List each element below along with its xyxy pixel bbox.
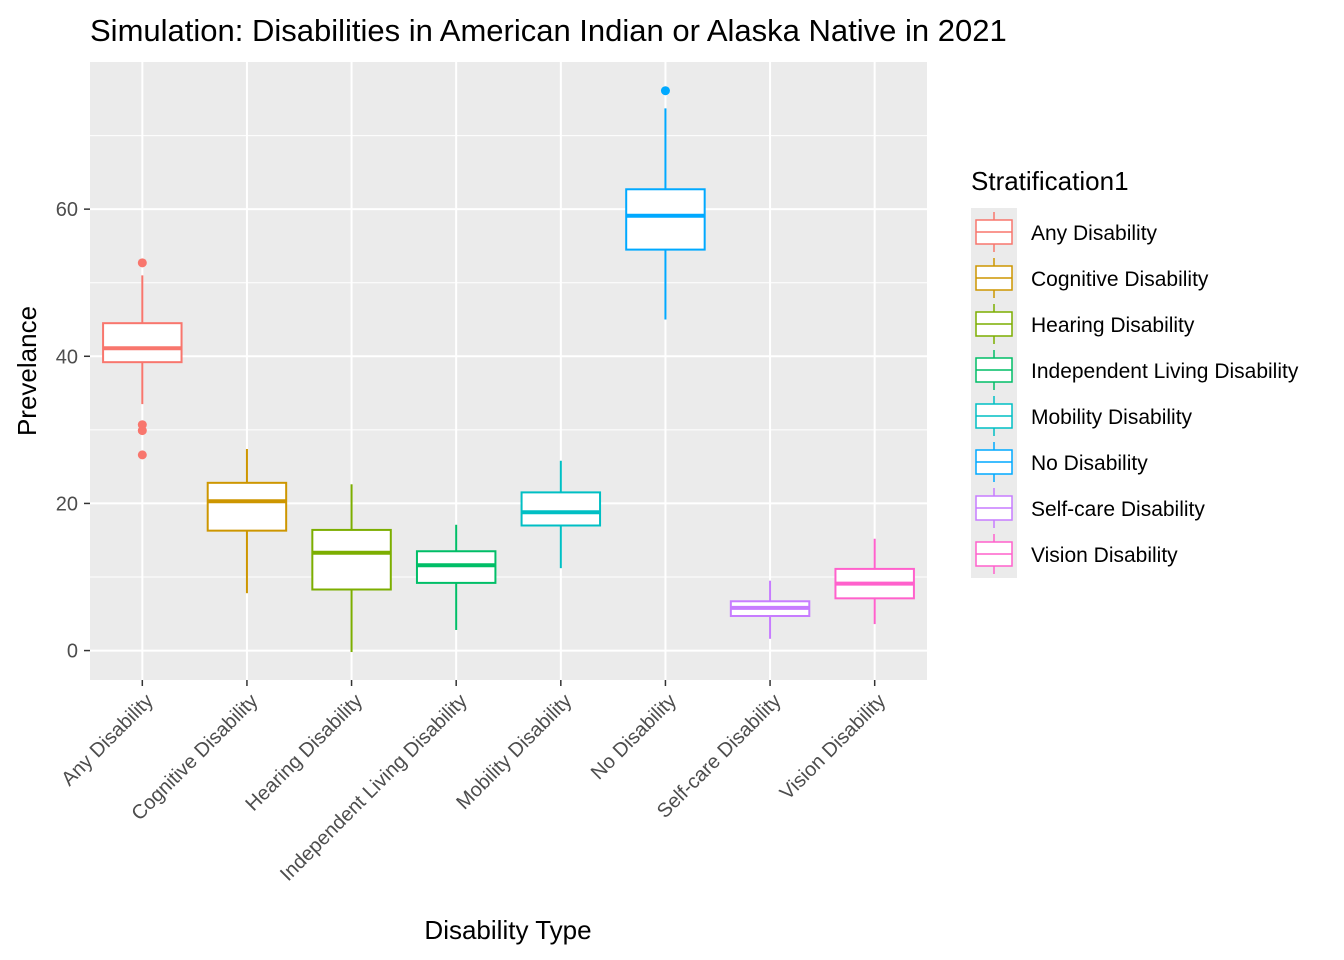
legend-title: Stratification1 [971, 166, 1129, 196]
legend-item: Cognitive Disability [975, 258, 1209, 298]
boxplots [102, 86, 915, 653]
legend-item: Any Disability [975, 212, 1158, 252]
outlier-point [137, 450, 147, 460]
legend-item: No Disability [975, 442, 1148, 482]
box [520, 491, 602, 527]
legend: Stratification1 Any Disability Cognitive … [971, 166, 1299, 578]
legend-item: Vision Disability [975, 534, 1178, 574]
legend-item: Independent Living Disability [975, 350, 1299, 390]
boxplot [206, 448, 288, 594]
x-tick-label: Independent Living Disability [276, 690, 472, 886]
boxplot [415, 524, 497, 630]
legend-item: Mobility Disability [975, 396, 1193, 436]
x-tick-label: No Disability [587, 690, 681, 784]
y-tick-label: 40 [56, 346, 78, 368]
legend-label: Hearing Disability [1031, 314, 1195, 337]
boxplot [729, 580, 811, 639]
boxplot [834, 538, 915, 625]
legend-label: Self-care Disability [1031, 498, 1205, 521]
outlier-point [137, 258, 147, 268]
x-tick-label: Any Disability [57, 690, 157, 790]
plot-panel [90, 62, 927, 680]
x-tick-label: Vision Disability [776, 690, 890, 804]
boxplot [311, 484, 392, 653]
legend-label: Vision Disability [1031, 544, 1178, 567]
legend-label: No Disability [1031, 452, 1148, 475]
legend-label: Independent Living Disability [1031, 360, 1299, 383]
outlier-point [137, 426, 147, 436]
x-axis-title: Disability Type [424, 915, 591, 945]
boxplot [520, 460, 602, 569]
y-tick-label: 60 [56, 199, 78, 221]
outlier-point [660, 86, 670, 96]
box [311, 528, 392, 591]
y-axis-title: Prevelance [12, 306, 42, 436]
y-tick-label: 0 [67, 641, 78, 663]
legend-item: Hearing Disability [975, 304, 1195, 344]
legend-label: Any Disability [1031, 222, 1158, 245]
legend-item: Self-care Disability [975, 488, 1205, 528]
box [206, 481, 288, 532]
legend-label: Mobility Disability [1031, 406, 1193, 429]
box [102, 322, 183, 364]
chart-title: Simulation: Disabilities in American Ind… [90, 13, 1007, 48]
y-tick-label: 20 [56, 493, 78, 515]
boxplot [625, 86, 706, 320]
box [625, 188, 706, 251]
boxplot [102, 258, 183, 460]
x-tick-label: Mobility Disability [452, 690, 576, 814]
legend-label: Cognitive Disability [1031, 268, 1209, 291]
y-axis: 0 20 40 60 [56, 199, 90, 663]
